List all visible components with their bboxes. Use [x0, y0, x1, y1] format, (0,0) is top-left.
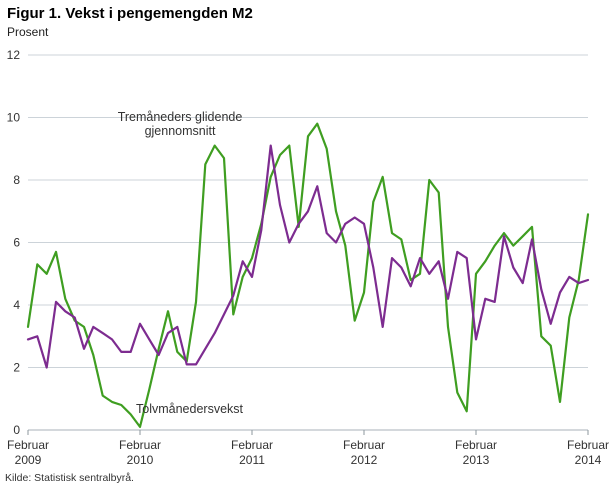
svg-text:12: 12	[7, 48, 21, 62]
svg-text:2010: 2010	[127, 453, 154, 467]
annotation-three-month-line2: gjennomsnitt	[144, 124, 216, 139]
svg-text:2009: 2009	[15, 453, 42, 467]
svg-text:10: 10	[7, 111, 21, 125]
svg-text:0: 0	[13, 423, 20, 437]
svg-text:Februar: Februar	[567, 438, 609, 452]
chart-subtitle: Prosent	[7, 25, 49, 39]
annotation-three-month-moving-average: Tremåneders glidende gjennomsnitt	[90, 110, 270, 139]
svg-text:Februar: Februar	[231, 438, 273, 452]
chart-title: Figur 1. Vekst i pengemengden M2	[7, 5, 253, 22]
annotation-twelve-month-growth: Tolvmånedersvekst	[136, 402, 243, 416]
svg-text:6: 6	[13, 236, 20, 250]
source-note: Kilde: Statistisk sentralbyrå.	[5, 472, 134, 484]
svg-text:Februar: Februar	[7, 438, 49, 452]
svg-text:8: 8	[13, 173, 20, 187]
svg-text:2011: 2011	[239, 453, 265, 467]
svg-text:Februar: Februar	[119, 438, 161, 452]
annotation-three-month-line1: Tremåneders glidende	[117, 110, 243, 124]
svg-text:4: 4	[13, 298, 20, 312]
line-chart-svg: 024681012Februar2009Februar2010Februar20…	[7, 48, 609, 467]
svg-text:2: 2	[13, 361, 20, 375]
svg-text:Februar: Februar	[455, 438, 497, 452]
svg-text:2013: 2013	[463, 453, 490, 467]
svg-text:Februar: Februar	[343, 438, 385, 452]
svg-text:2014: 2014	[575, 453, 602, 467]
svg-text:2012: 2012	[351, 453, 378, 467]
